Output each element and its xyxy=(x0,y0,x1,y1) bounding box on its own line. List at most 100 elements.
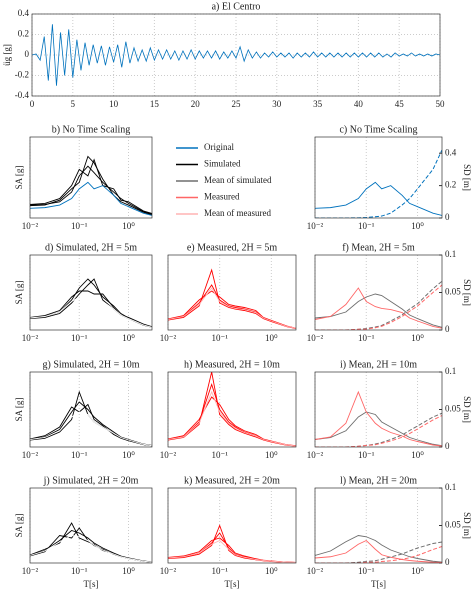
panel-title: f) Mean, 2H = 5m xyxy=(342,242,415,253)
spectrum-line xyxy=(30,165,152,215)
plot-frame xyxy=(167,371,297,448)
x-tick-label: 10⁻² xyxy=(307,221,324,231)
legend-label: Original xyxy=(204,142,234,152)
spectrum-line xyxy=(315,284,442,330)
x-tick-label: 10⁻¹ xyxy=(358,221,375,231)
spectrum-line xyxy=(30,290,152,328)
x-tick-label: 10⁰ xyxy=(411,221,424,231)
plot-area xyxy=(30,137,152,218)
x-tick-label: 10⁰ xyxy=(265,333,278,343)
spectrum-line xyxy=(30,401,152,446)
panel: 0 5 10 15 20 25 30 35 40 45 50 -0.4 -0.2 0 0.2 0.4 a) El… xyxy=(2,1,445,109)
x-tick-label: 10⁰ xyxy=(265,450,278,460)
panel: 10⁻² 10⁻¹ 10⁰ g) Simulated, 2H = 10m SA [g] xyxy=(14,359,153,460)
spectrum-line xyxy=(30,181,152,216)
panel: 10⁻² 10⁻¹ 10⁰ b) No Time Scaling SA [g] xyxy=(14,124,153,231)
y-tick-label: 0.4 xyxy=(18,8,30,18)
spectrum-line xyxy=(315,411,442,447)
y2-tick-label: 0.2 xyxy=(445,180,456,190)
x-tick-label: 10⁻¹ xyxy=(71,566,88,576)
spectrum-line xyxy=(168,287,296,329)
x-tick-label: 10⁻² xyxy=(307,566,324,576)
plot-lines xyxy=(30,155,152,216)
y2-axis-label: SD [m] xyxy=(462,279,472,306)
plot-area xyxy=(168,372,296,447)
y-tick-label: 0.2 xyxy=(18,29,29,39)
panel-title: i) Mean, 2H = 10m xyxy=(340,359,417,370)
spectrum-line xyxy=(315,293,442,328)
y2-tick-label: 0 xyxy=(445,557,450,567)
plot-lines xyxy=(32,24,440,86)
x-axis-label: T[s] xyxy=(225,579,240,589)
spectrum-line xyxy=(315,546,442,563)
plot-frame xyxy=(314,136,443,219)
panel-title: g) Simulated, 2H = 10m xyxy=(42,359,139,370)
x-tick-label: 30 xyxy=(272,99,282,109)
x-tick-label: 10⁰ xyxy=(265,566,278,576)
legend-label: Measured xyxy=(204,192,240,202)
plot-frame xyxy=(314,371,443,448)
spectrum-line xyxy=(315,541,442,563)
plot-area xyxy=(315,137,442,218)
spectrum-line xyxy=(315,287,442,329)
plot-lines xyxy=(315,390,442,447)
spectrum-line xyxy=(315,181,442,216)
y2-tick-label: 0.05 xyxy=(445,287,461,297)
plot-lines xyxy=(30,278,152,328)
x-tick-label: 10⁰ xyxy=(122,566,135,576)
plot-area xyxy=(168,255,296,330)
spectrum-line xyxy=(168,396,296,447)
x-tick-label: 25 xyxy=(232,99,242,109)
plot-lines xyxy=(30,522,152,563)
y2-tick-label: 0.1 xyxy=(445,366,456,376)
panel-title: b) No Time Scaling xyxy=(52,124,131,135)
y-axis-label: SA [g] xyxy=(14,514,24,538)
x-tick-label: 10⁻¹ xyxy=(211,333,228,343)
x-tick-label: 10⁻¹ xyxy=(358,450,375,460)
x-tick-label: 10⁻² xyxy=(22,333,39,343)
spectrum-line xyxy=(30,155,152,216)
plot-frame xyxy=(31,13,441,97)
plot-frame xyxy=(314,254,443,331)
plot-frame xyxy=(29,371,153,448)
x-tick-label: 10⁻² xyxy=(22,221,39,231)
spectrum-line xyxy=(30,411,152,447)
plot-area xyxy=(315,255,442,330)
spectrum-line xyxy=(168,372,296,447)
legend: Original Simulated Mean of simulated Measur… xyxy=(176,142,272,218)
panel-title: j) Simulated, 2H = 20m xyxy=(43,475,139,486)
plot-lines xyxy=(315,149,442,218)
panel-title: l) Mean, 2H = 20m xyxy=(340,475,417,486)
plot-frame xyxy=(314,487,443,564)
panel: 10⁻² 10⁻¹ 10⁰ h) Measured, 2H = 10m xyxy=(160,359,297,460)
y2-axis-label: SD [m] xyxy=(462,396,472,423)
y2-tick-label: 0.1 xyxy=(445,482,456,492)
panel: 10⁻² 10⁻¹ 10⁰ 0 0.2 0.4 c) No Time Scaling SD [… xyxy=(307,124,472,231)
y2-tick-label: 0 xyxy=(445,441,450,451)
x-tick-label: 10⁻¹ xyxy=(71,333,88,343)
spectrum-line xyxy=(30,535,152,563)
y2-tick-label: 0.05 xyxy=(445,404,461,414)
y2-tick-label: 0.05 xyxy=(445,520,461,530)
y2-tick-label: 0.1 xyxy=(445,249,456,259)
legend-label: Mean of simulated xyxy=(204,175,272,185)
y-axis-label: SA [g] xyxy=(14,398,24,422)
y2-tick-label: 0 xyxy=(445,212,450,222)
y-axis-label: SA [g] xyxy=(14,166,24,190)
panel: 10⁻² 10⁻¹ 10⁰ d) Simulated, 2H = 5m SA [g] xyxy=(14,242,153,343)
x-tick-label: 10⁻² xyxy=(307,333,324,343)
spectrum-line xyxy=(168,268,296,329)
x-tick-label: 10⁻² xyxy=(160,333,177,343)
plot-frame xyxy=(29,487,153,564)
plot-lines xyxy=(30,390,152,447)
x-tick-label: 45 xyxy=(395,99,405,109)
spectrum-line xyxy=(315,280,442,330)
y-tick-label: 0 xyxy=(25,49,30,59)
plot-lines xyxy=(168,372,296,447)
x-tick-label: 10 xyxy=(109,99,119,109)
y2-tick-label: 0.4 xyxy=(445,147,457,157)
x-tick-label: 35 xyxy=(313,99,323,109)
x-tick-label: 50 xyxy=(436,99,446,109)
y-tick-label: -0.2 xyxy=(15,70,29,80)
